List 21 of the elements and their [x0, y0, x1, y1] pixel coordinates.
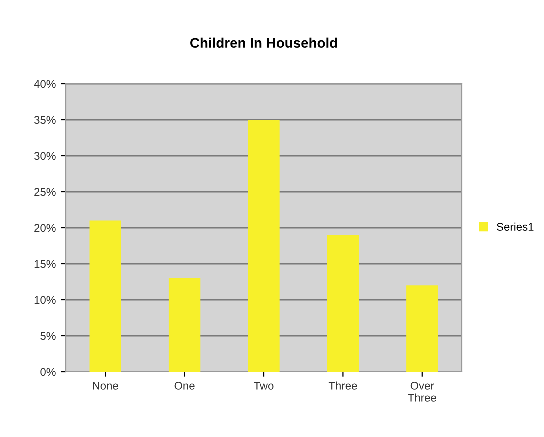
y-tick-label: 25% [34, 188, 56, 196]
y-tick-label: 20% [34, 224, 56, 232]
x-tick-label: None [93, 382, 118, 390]
bar [327, 235, 360, 372]
y-tick-label: 0% [40, 368, 56, 376]
x-tick-label: Over Three [408, 382, 436, 402]
y-tick-label: 40% [34, 80, 56, 88]
y-tick-label: 35% [34, 116, 56, 124]
y-tick-label: 30% [34, 152, 56, 160]
x-tick-label: Two [254, 382, 274, 390]
y-tick-label: 5% [40, 332, 56, 340]
y-tick-label: 10% [34, 296, 56, 304]
bar [406, 286, 438, 372]
legend-label: Series1 [497, 222, 534, 231]
x-tick-label: One [174, 382, 195, 390]
bar [90, 220, 122, 372]
bar [168, 278, 201, 372]
chart-title: Children In Household [190, 38, 338, 48]
y-tick-label: 15% [34, 260, 56, 268]
x-tick-label: Three [328, 382, 358, 390]
bar [248, 120, 280, 372]
